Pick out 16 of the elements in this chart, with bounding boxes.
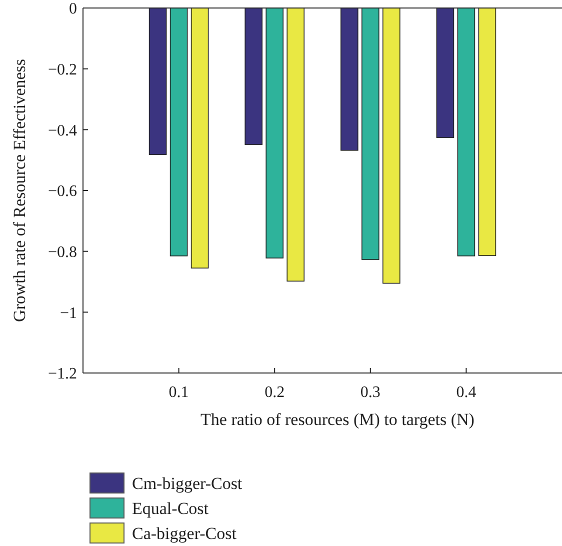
legend-label: Equal-Cost bbox=[132, 498, 209, 518]
legend-label: Ca-bigger-Cost bbox=[132, 524, 237, 543]
y-tick-label: −0.6 bbox=[48, 183, 77, 200]
y-tick-label: −0.2 bbox=[48, 61, 77, 78]
x-tick-label: 0.2 bbox=[264, 384, 285, 401]
y-tick-label: −1 bbox=[60, 304, 77, 322]
y-tick-label: −0.8 bbox=[48, 244, 77, 261]
legend-label: Cm-bigger-Cost bbox=[132, 474, 242, 493]
y-tick-label: −1.2 bbox=[48, 366, 77, 383]
x-axis-title: The ratio of resources (M) to targets (N) bbox=[200, 410, 474, 429]
x-tick-label: 0.4 bbox=[456, 384, 476, 401]
x-tick-label: 0.3 bbox=[360, 384, 380, 401]
y-axis-title: Growth rate of Resource Effectiveness bbox=[10, 58, 29, 322]
y-tick-label: −0.4 bbox=[48, 122, 77, 140]
y-tick-label: 0 bbox=[69, 0, 77, 18]
x-tick-label: 0.1 bbox=[168, 384, 189, 401]
